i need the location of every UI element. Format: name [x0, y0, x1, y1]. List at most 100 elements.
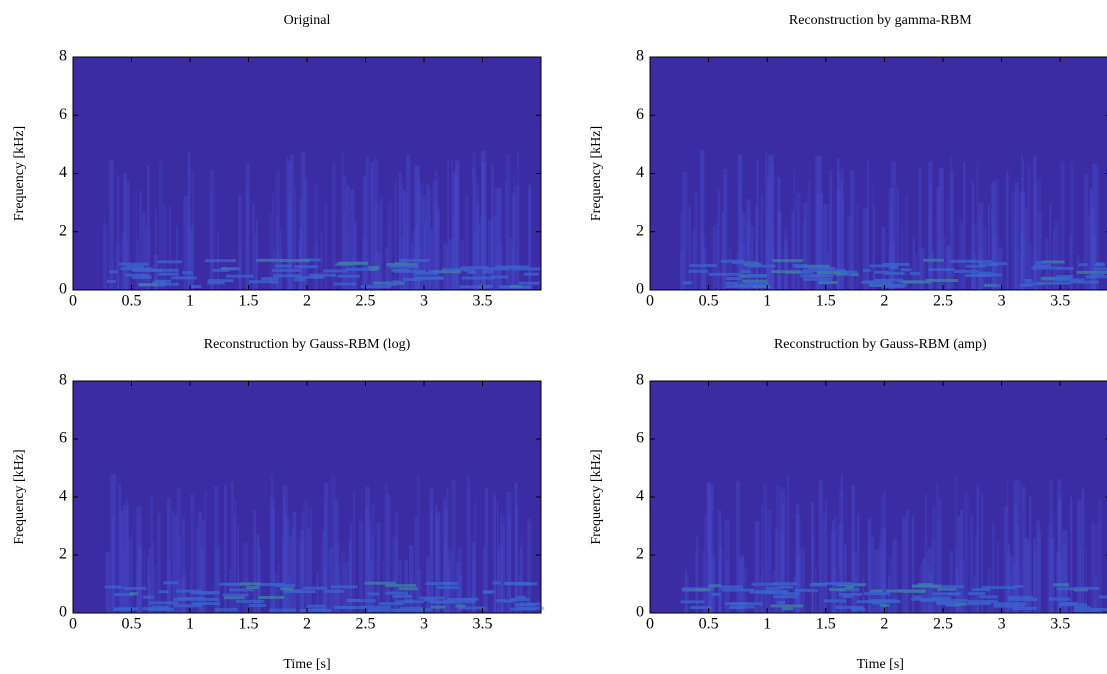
texture-streak: [926, 565, 930, 613]
texture-harmonic: [1090, 607, 1107, 611]
texture-harmonic: [1048, 597, 1071, 601]
texture-harmonic: [682, 281, 693, 285]
texture-streak: [476, 183, 480, 290]
texture-streak: [234, 499, 237, 613]
texture-streak: [379, 197, 383, 290]
texture-streak: [484, 488, 489, 613]
texture-streak: [1027, 165, 1031, 290]
y-tick-label: 4: [59, 164, 67, 181]
texture-streak: [181, 518, 186, 613]
y-tick-label: 2: [59, 222, 67, 239]
texture-streak: [919, 563, 925, 613]
texture-harmonic: [338, 606, 367, 610]
texture-streak: [370, 535, 375, 613]
texture-harmonic: [834, 271, 846, 275]
texture-streak: [446, 569, 450, 613]
x-tick-label: 2: [303, 616, 311, 633]
texture-streak: [402, 190, 406, 290]
texture-streak: [796, 503, 800, 613]
y-tick-label: 8: [59, 372, 67, 389]
texture-streak: [148, 547, 152, 613]
texture-streak: [514, 482, 518, 613]
texture-harmonic: [455, 604, 466, 608]
texture-harmonic: [505, 582, 538, 586]
x-tick-label: 0: [69, 293, 77, 310]
texture-harmonic: [936, 599, 968, 603]
texture-streak: [928, 183, 933, 290]
texture-harmonic: [770, 604, 804, 608]
texture-streak: [472, 166, 475, 290]
texture-harmonic: [983, 283, 997, 287]
texture-streak: [284, 508, 288, 613]
texture-streak: [350, 189, 355, 290]
texture-streak: [1091, 190, 1094, 290]
texture-streak: [1076, 255, 1080, 290]
texture-harmonic: [992, 284, 1001, 288]
texture-streak: [914, 253, 919, 290]
texture-harmonic: [850, 273, 859, 277]
texture-streak: [153, 564, 157, 613]
texture-streak: [433, 204, 439, 290]
texture-streak: [881, 227, 886, 290]
texture-harmonic: [360, 285, 392, 289]
texture-streak: [902, 517, 908, 613]
texture-streak: [775, 485, 779, 613]
texture-harmonic: [912, 595, 922, 599]
texture-streak: [201, 520, 206, 613]
texture-harmonic: [868, 599, 898, 603]
x-tick-label: 0.5: [122, 616, 142, 633]
texture-streak: [365, 156, 370, 290]
texture-streak: [374, 202, 378, 290]
texture-harmonic: [197, 591, 220, 595]
texture-streak: [1006, 553, 1011, 613]
texture-harmonic: [753, 285, 771, 289]
texture-harmonic: [482, 591, 492, 595]
texture-harmonic: [330, 585, 358, 589]
x-tick-label: 2.5: [933, 293, 953, 310]
texture-streak: [972, 575, 977, 613]
texture-streak: [300, 530, 305, 613]
texture-streak: [779, 530, 784, 613]
texture-streak: [1015, 524, 1020, 613]
texture-harmonic: [520, 602, 541, 606]
texture-streak: [1092, 163, 1097, 290]
texture-streak: [282, 484, 288, 613]
texture-streak: [333, 499, 339, 613]
texture-streak: [862, 577, 865, 613]
texture-streak: [316, 243, 318, 290]
texture-streak: [682, 171, 688, 290]
texture-harmonic: [443, 600, 476, 604]
texture-streak: [348, 540, 352, 613]
texture-harmonic: [499, 285, 532, 289]
texture-streak: [1019, 191, 1026, 290]
texture-harmonic: [389, 265, 419, 269]
texture-harmonic: [931, 592, 961, 596]
texture-streak: [1023, 538, 1029, 613]
y-axis-label: Frequency [kHz]: [589, 126, 604, 221]
texture-streak: [432, 180, 438, 290]
texture-harmonic: [441, 268, 467, 272]
texture-streak: [924, 537, 926, 613]
texture-streak: [1045, 238, 1049, 290]
texture-streak: [1024, 208, 1029, 290]
texture-harmonic: [221, 267, 235, 271]
texture-streak: [680, 249, 684, 290]
y-tick-label: 8: [636, 48, 644, 65]
texture-harmonic: [869, 600, 901, 604]
x-tick-label: 0: [69, 616, 77, 633]
texture-harmonic: [809, 583, 827, 587]
texture-streak: [157, 513, 161, 613]
texture-streak: [435, 209, 441, 290]
texture-harmonic: [226, 582, 242, 586]
texture-harmonic: [294, 265, 319, 269]
texture-harmonic: [953, 602, 967, 606]
texture-streak: [723, 174, 727, 290]
texture-streak: [1014, 182, 1019, 290]
texture-harmonic: [430, 600, 455, 604]
texture-streak: [508, 236, 513, 290]
texture-streak: [1013, 480, 1017, 613]
texture-harmonic: [131, 275, 152, 279]
texture-streak: [145, 226, 151, 290]
texture-streak: [324, 496, 327, 613]
texture-harmonic: [811, 582, 828, 586]
